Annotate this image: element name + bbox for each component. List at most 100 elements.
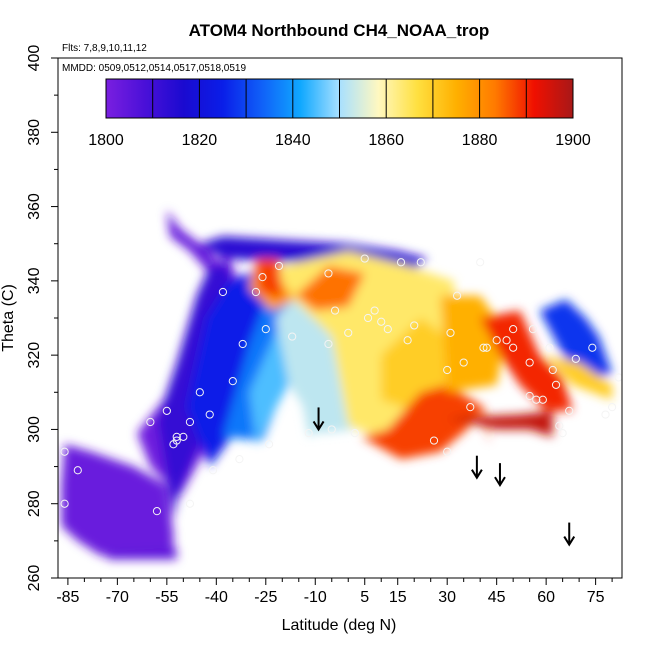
region-blue-east [539, 299, 613, 382]
sample-point [492, 336, 501, 345]
colorbar-tick-label: 1900 [555, 132, 591, 149]
region-red-strip [295, 266, 365, 311]
sample-point [555, 421, 564, 430]
arrow-marker [563, 522, 576, 547]
x-tick-label: -25 [254, 589, 277, 606]
x-tick-label: -40 [205, 589, 228, 606]
arrow-head [471, 469, 483, 480]
region-purple-tail [107, 548, 177, 560]
sample-point [538, 395, 547, 404]
sample-point [179, 432, 188, 441]
arrows-layer [312, 407, 576, 547]
sample-point [509, 343, 518, 352]
sample-point [403, 336, 412, 345]
sample-point [350, 429, 359, 438]
sample-point [528, 325, 538, 334]
sample-point [416, 258, 425, 267]
sample-point [443, 365, 452, 375]
x-tick-label: 15 [389, 589, 407, 606]
y-tick-label: 380 [26, 119, 43, 146]
sample-point [525, 391, 534, 401]
sample-point [264, 440, 274, 449]
sample-point [185, 499, 195, 508]
sample-point [443, 447, 452, 456]
sample-point [383, 325, 392, 334]
sample-point [479, 343, 488, 352]
sample-point [185, 417, 195, 427]
sample-point [258, 273, 267, 282]
x-tick-label: -70 [106, 589, 129, 606]
region-orange-ribbon [546, 355, 613, 400]
y-tick-label: 400 [26, 45, 43, 72]
sample-point [558, 429, 567, 438]
sample-point [360, 254, 369, 263]
sample-point [208, 466, 218, 475]
colorbar: 1800 1820 1840 1860 1880 1900 [88, 78, 591, 149]
arrow-marker [312, 407, 325, 432]
sample-point [532, 395, 541, 404]
region-purple-top [166, 210, 233, 281]
sample-point [324, 339, 333, 349]
x-tick-label: -10 [304, 589, 327, 606]
sample-point [304, 429, 313, 438]
sample-point [466, 403, 475, 412]
sample-point [228, 377, 237, 386]
y-axis: 260 280 300 320 340 360 380 400 [26, 45, 58, 592]
sample-point [588, 343, 597, 352]
data-field [61, 210, 613, 560]
sample-point [410, 321, 419, 330]
sample-point [172, 436, 181, 445]
sample-point [525, 358, 534, 367]
sample-point [261, 325, 270, 334]
x-tick-label: 60 [537, 589, 555, 606]
arrow-marker [494, 463, 506, 488]
sample-point [288, 332, 297, 341]
y-tick-label: 320 [26, 342, 43, 369]
sample-point [396, 258, 406, 267]
flights-note: Flts: 7,8,9,10,11,12 [62, 43, 147, 54]
x-tick-label: 45 [488, 589, 506, 606]
sample-point [565, 406, 574, 415]
region-red-east [361, 384, 491, 460]
y-tick-label: 360 [26, 193, 43, 220]
sample-point [614, 373, 622, 382]
region-purple-south [61, 444, 174, 556]
x-tick-label: 75 [587, 589, 605, 606]
sample-point [162, 406, 171, 415]
x-tick-label: -55 [155, 589, 178, 606]
colorbar-tick-label: 1820 [182, 132, 218, 149]
sample-point [370, 306, 379, 315]
arrow-marker [471, 455, 483, 480]
sample-point [330, 306, 340, 315]
sample-point [238, 339, 247, 349]
sample-point [205, 410, 214, 419]
region-darkred-east [447, 410, 553, 437]
sample-point [218, 287, 228, 297]
y-axis-title: Theta (C) [0, 284, 17, 352]
region-blue-mid [186, 266, 283, 467]
arrow-head [563, 536, 576, 547]
sample-point [377, 317, 386, 326]
sample-point [195, 388, 204, 397]
x-tick-label: 30 [438, 589, 456, 606]
sample-point [60, 447, 69, 456]
y-tick-label: 280 [26, 490, 43, 517]
x-tick-label: -85 [56, 589, 79, 606]
sample-point [459, 358, 468, 367]
sample-point [571, 354, 580, 363]
sample-point [235, 455, 244, 464]
sample-point [601, 410, 610, 419]
sample-point [251, 287, 260, 297]
sample-point [509, 325, 518, 334]
sample-point [452, 291, 462, 300]
sample-points [60, 254, 622, 516]
y-tick-label: 260 [26, 565, 43, 592]
region-orange-core [381, 318, 448, 411]
sample-point [146, 417, 155, 427]
sample-point [172, 432, 181, 441]
sample-point [548, 365, 557, 375]
colorbar-tick-label: 1880 [462, 132, 498, 149]
sample-point [324, 269, 333, 278]
x-axis: -85 -70 -55 -40 -25 -10 5 15 30 45 60 75 [56, 578, 613, 606]
